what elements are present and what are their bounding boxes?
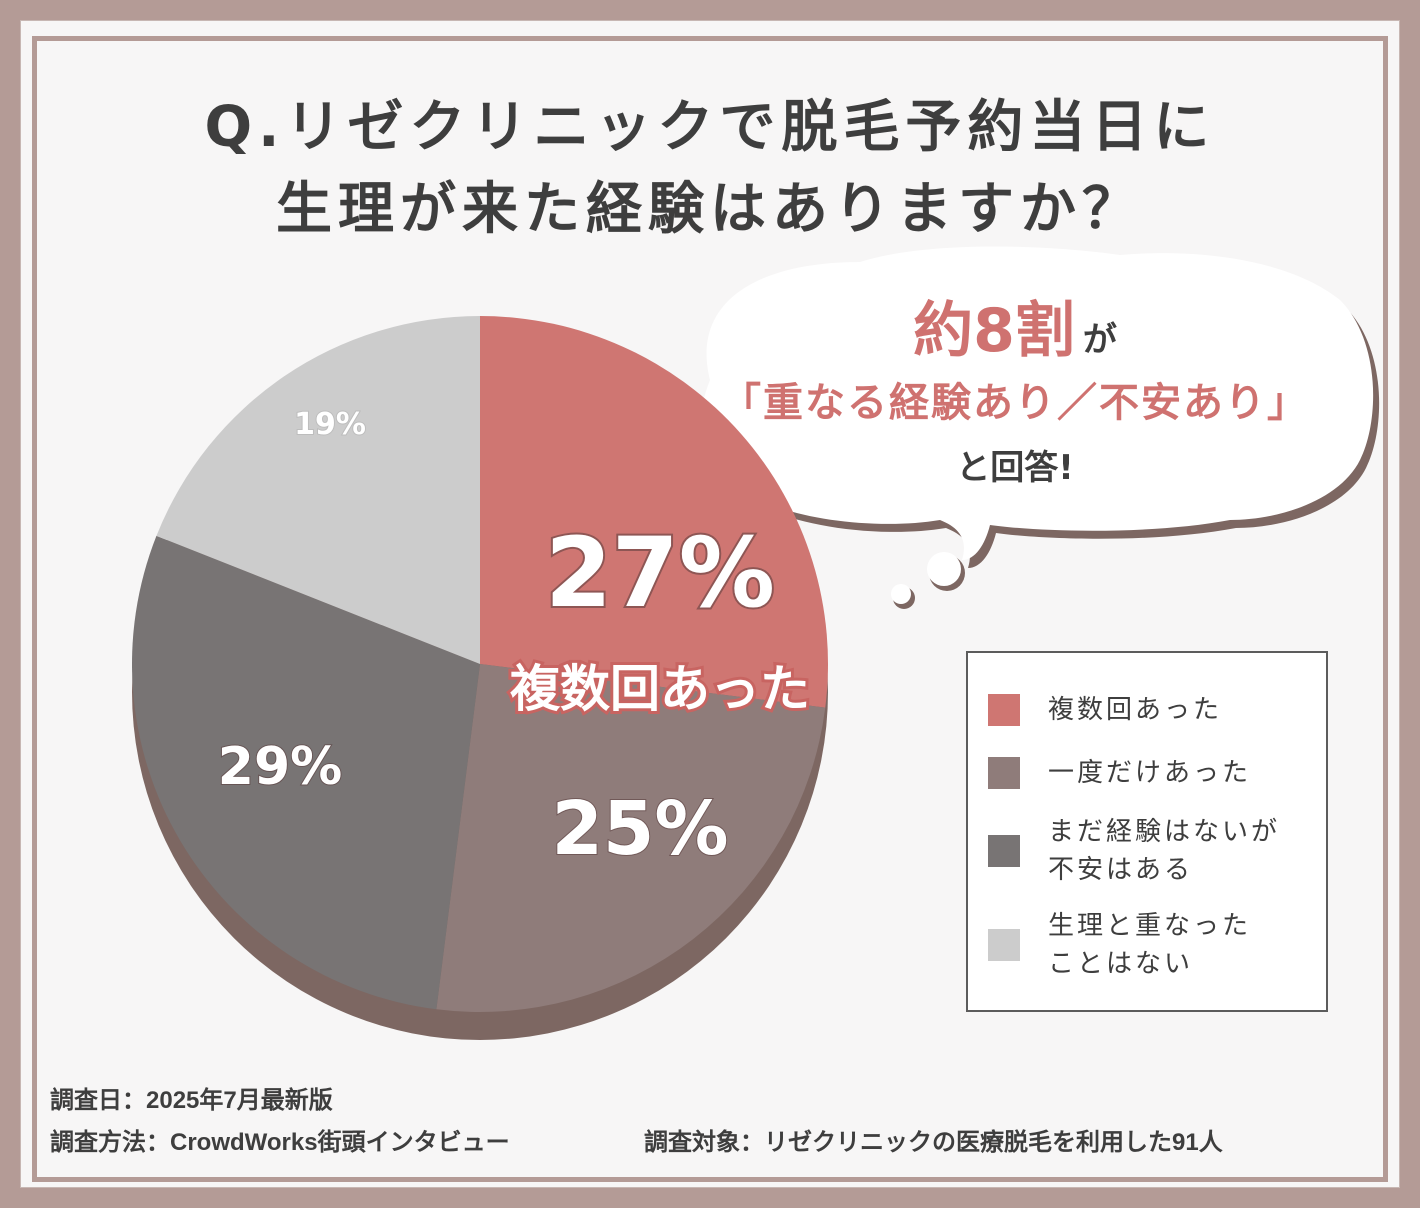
card-border [32,36,1388,1182]
pie-slice-4 [156,316,480,664]
bubble-highlight-value: 約8割 [913,296,1075,366]
bubble-answer: と回答! [956,448,1074,488]
pie-label-2: 25% [551,786,728,872]
pie-label-1: 27% [545,517,775,629]
pie-label-4: 19% [294,407,366,442]
bubble-highlight-suffix: が [1082,320,1117,360]
thought-bubble [700,246,1380,609]
survey-date: 調査日：2025年7月最新版 [50,1087,333,1114]
legend-label: 生理と重なった ことはない [1048,911,1252,979]
legend-item-never: 生理と重なった ことはない [988,907,1318,983]
bubble-quote: 「重なる経験あり／不安あり」 [721,380,1309,426]
legend-item-once: 一度だけあった [988,754,1318,792]
survey-target: 調査対象：リゼクリニックの医療脱毛を利用した91人 [644,1129,1223,1156]
pie-slice-3 [132,535,481,1010]
pie-label-3: 29% [218,737,342,797]
survey-method: 調査方法：CrowdWorks街頭インタビュー [50,1129,510,1156]
pie-slice-1 [480,316,828,708]
pie-slices [132,316,828,1013]
legend-swatch [988,835,1020,867]
legend-swatch [988,694,1020,726]
legend-label: 一度だけあった [1048,758,1252,788]
pie-slice-2 [436,664,826,1013]
legend-item-anxious: まだ経験はないが 不安はある [988,813,1318,889]
pie-featured-caption: 複数回あった [510,660,810,718]
thought-dot-small [891,584,911,604]
question-title-line1: Q.リゼクリニックで脱毛予約当日に [204,95,1216,160]
bubble-highlight: 約8割が [690,282,1340,369]
legend-label: 複数回あった [1048,695,1223,725]
question-title-line2: 生理が来た経験はありますか？ [276,177,1144,242]
pie-labels: 27% 複数回あった 25% 29% 19% [217,406,813,873]
legend-item-multiple: 複数回あった [988,691,1318,729]
legend-swatch [988,929,1020,961]
legend: 複数回あった 一度だけあった まだ経験はないが 不安はある 生理と重なった こと… [966,651,1328,1012]
legend-label: まだ経験はないが 不安はある [1048,817,1281,885]
legend-swatch [988,757,1020,789]
thought-bubble-body [700,246,1374,560]
thought-dot-large [927,552,961,586]
